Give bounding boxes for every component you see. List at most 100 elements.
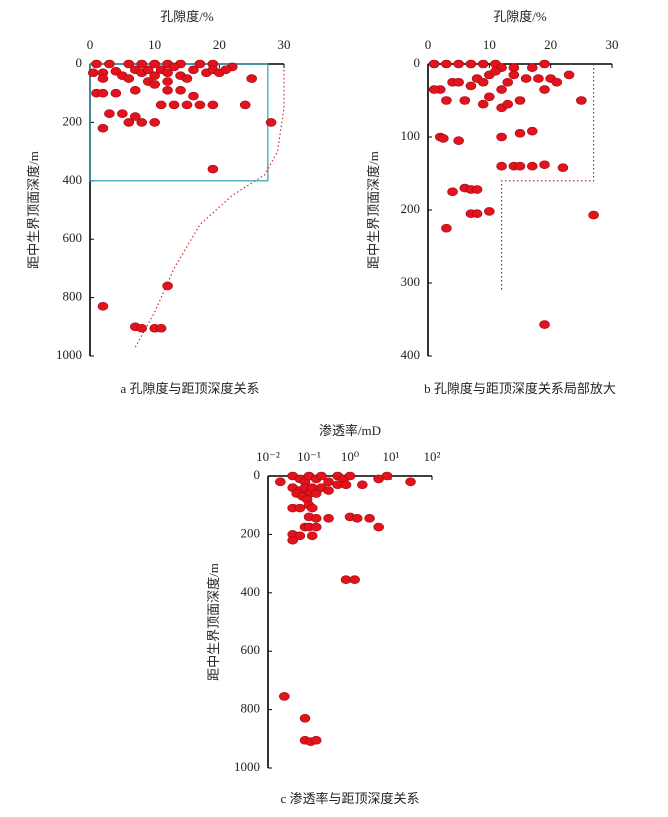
data-point	[155, 100, 167, 110]
boundary-curve	[134, 69, 285, 348]
data-point	[428, 59, 440, 69]
y-tick-label: 400	[241, 584, 261, 599]
x-tick-label: 30	[606, 37, 619, 52]
data-point	[275, 477, 286, 487]
data-point	[162, 281, 173, 291]
data-point	[188, 65, 199, 75]
data-point	[97, 123, 109, 133]
data-point	[557, 163, 569, 172]
data-point	[310, 514, 322, 523]
data-point	[490, 67, 501, 76]
y-axis-title: 距中生界顶面深度/m	[26, 151, 41, 269]
y-tick-label: 200	[63, 113, 83, 128]
x-tick-label: 10	[148, 37, 161, 52]
data-point	[373, 522, 384, 532]
data-point	[294, 503, 306, 513]
highlight-region	[89, 63, 269, 182]
data-point	[279, 692, 290, 701]
data-point	[526, 161, 538, 171]
data-point	[514, 129, 526, 138]
data-point	[123, 74, 135, 83]
data-point	[496, 161, 507, 171]
data-point	[287, 535, 298, 545]
y-tick-label: 800	[241, 701, 261, 716]
data-point	[539, 59, 550, 69]
data-point	[539, 160, 550, 170]
data-point	[162, 85, 173, 95]
data-point	[465, 59, 477, 69]
data-point	[149, 118, 160, 127]
data-point	[129, 112, 141, 121]
data-point	[357, 480, 368, 490]
data-point	[194, 100, 206, 110]
data-point	[306, 503, 318, 513]
data-point	[508, 63, 520, 72]
data-point	[136, 118, 148, 127]
data-point	[207, 164, 219, 174]
data-point	[162, 68, 173, 78]
data-point	[310, 735, 322, 745]
data-point	[123, 59, 135, 69]
data-point	[340, 480, 352, 490]
x-tick-label: 10⁻²	[256, 449, 280, 464]
data-point	[207, 100, 219, 110]
data-point	[351, 514, 363, 523]
data-point	[97, 302, 109, 311]
x-tick-label: 0	[425, 37, 432, 52]
data-point	[194, 59, 206, 69]
data-point	[323, 514, 334, 523]
data-point	[484, 92, 495, 102]
data-point	[117, 109, 128, 118]
data-point	[496, 132, 507, 142]
caption: c 渗透率与距顶深度关系	[280, 791, 419, 806]
data-point	[97, 88, 109, 98]
data-point	[175, 85, 186, 95]
data-point	[441, 59, 452, 69]
data-point	[344, 471, 356, 481]
x-axis-title: 渗透率/mD	[319, 423, 381, 438]
data-point	[349, 575, 360, 584]
data-point	[136, 323, 148, 333]
data-point	[459, 96, 471, 105]
caption: a 孔隙度与距顶深度关系	[120, 381, 259, 396]
y-tick-label: 600	[63, 230, 83, 245]
data-point	[576, 96, 587, 105]
x-axis-title: 孔隙度/%	[493, 9, 547, 24]
data-point	[155, 323, 167, 333]
data-point	[181, 100, 193, 110]
y-tick-label: 800	[63, 289, 83, 304]
data-point	[453, 136, 464, 145]
x-tick-label: 0	[87, 37, 94, 52]
y-tick-label: 0	[76, 55, 83, 70]
data-point	[104, 109, 115, 118]
data-point	[539, 85, 550, 94]
data-point	[149, 71, 160, 80]
y-axis-title: 距中生界顶面深度/m	[366, 151, 381, 269]
y-tick-label: 600	[241, 642, 261, 657]
data-point	[310, 489, 322, 498]
y-tick-label: 400	[63, 172, 83, 187]
x-tick-label: 10⁰	[341, 449, 359, 464]
data-point	[477, 77, 489, 87]
data-point	[149, 80, 160, 89]
y-axis-title: 距中生界顶面深度/m	[206, 563, 221, 681]
x-tick-label: 20	[213, 37, 226, 52]
data-point	[91, 59, 102, 69]
x-tick-label: 30	[278, 37, 291, 52]
data-point	[526, 126, 538, 136]
data-point	[136, 59, 148, 69]
data-point	[477, 99, 489, 109]
data-point	[514, 161, 526, 171]
data-point	[471, 209, 483, 218]
x-tick-label: 10⁻¹	[297, 449, 321, 464]
caption: b 孔隙度与距顶深度关系局部放大	[424, 381, 616, 396]
data-point	[441, 96, 452, 105]
y-tick-label: 0	[414, 55, 421, 70]
x-tick-label: 10	[483, 37, 496, 52]
data-point	[162, 77, 173, 86]
data-point	[484, 207, 495, 216]
y-tick-label: 100	[401, 128, 421, 143]
data-point	[168, 62, 180, 72]
data-point	[526, 63, 538, 72]
